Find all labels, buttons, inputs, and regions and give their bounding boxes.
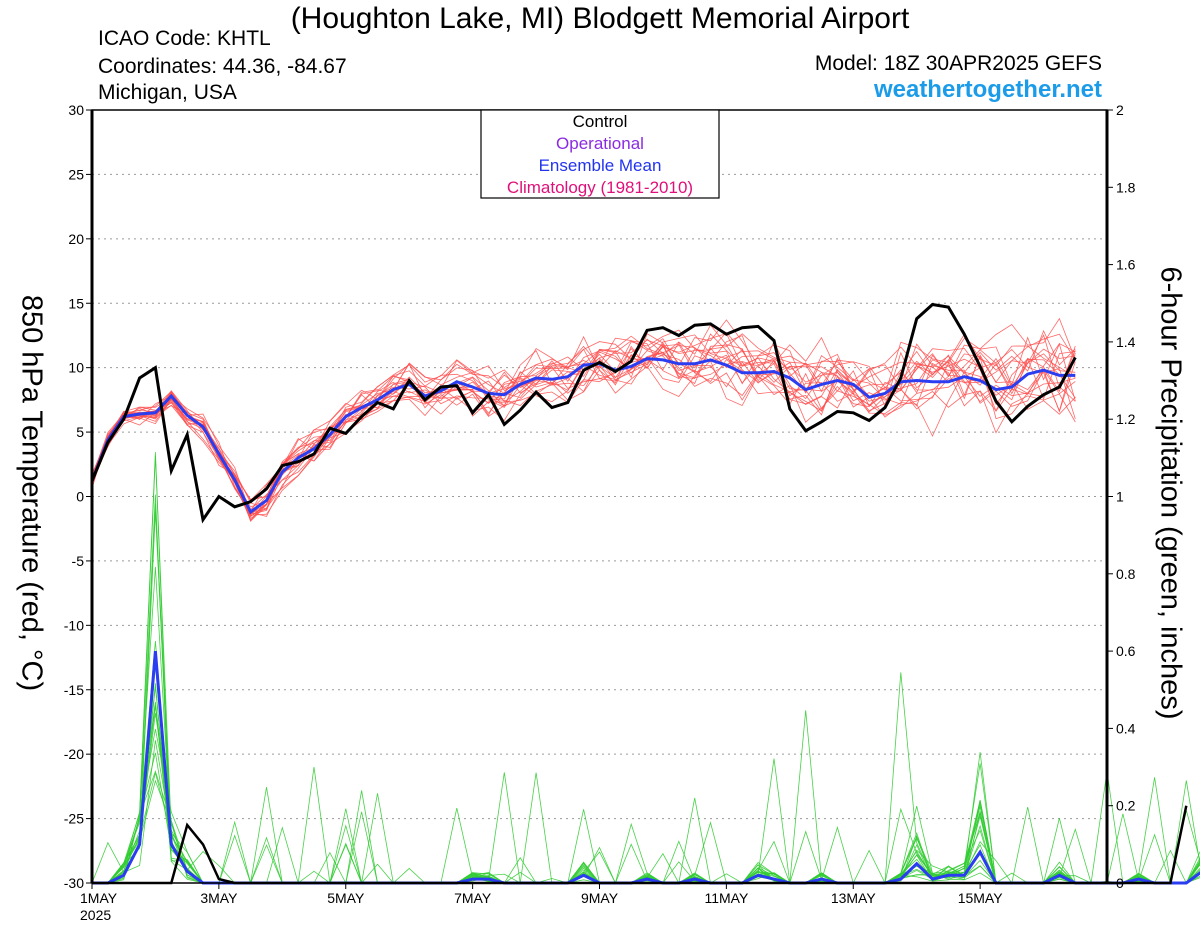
ticks: 302520151050-5-10-15-20-25-3021.81.61.41… (64, 102, 1136, 923)
precipitation-member-line (92, 705, 1200, 885)
precipitation-member-line (92, 772, 1200, 884)
left-tick-label: -5 (72, 553, 85, 569)
left-tick-label: -30 (64, 875, 84, 891)
legend: Control Operational Ensemble Mean Climatolo… (480, 109, 720, 199)
left-tick-label: 20 (68, 231, 84, 247)
right-tick-label: 0.2 (1116, 798, 1136, 814)
left-tick-label: 15 (68, 295, 84, 311)
legend-entry: Ensemble Mean (539, 156, 662, 175)
legend-entry: Control (573, 112, 628, 131)
chart-title: (Houghton Lake, MI) Blodgett Memorial Ai… (290, 2, 910, 35)
x-tick-label: 3MAY (200, 890, 238, 906)
precipitation-member-line (92, 701, 1200, 884)
x-tick-label: 1MAY (80, 890, 118, 906)
control-precipitation-line (92, 805, 1188, 885)
legend-box (480, 109, 720, 199)
precipitation-member-line (92, 752, 1200, 884)
precipitation-member-line (92, 640, 1200, 884)
x-tick-label: 7MAY (454, 890, 492, 906)
precipitation-member-line (92, 511, 1200, 884)
legend-entry: Climatology (1981-2010) (507, 178, 693, 197)
icao-code: ICAO Code: KHTL (98, 27, 271, 50)
right-tick-label: 1.2 (1116, 411, 1136, 427)
left-tick-label: -20 (64, 746, 84, 762)
model-run: Model: 18Z 30APR2025 GEFS (814, 52, 1102, 75)
x-tick-label: 13MAY (831, 890, 877, 906)
x-tick-label: 9MAY (581, 890, 619, 906)
main-series (90, 302, 1200, 885)
temperature-member-line (91, 334, 1076, 523)
right-tick-label: 0.8 (1116, 566, 1136, 582)
left-tick-label: 10 (68, 360, 84, 376)
control-temperature-line (90, 302, 1077, 524)
coordinates: Coordinates: 44.36, -84.67 (98, 55, 347, 78)
precipitation-member-line (92, 770, 1200, 884)
right-tick-label: 0.6 (1116, 643, 1136, 659)
temperature-member-line (91, 333, 1076, 515)
right-tick-label: 1.6 (1116, 257, 1136, 273)
precipitation-member-line (92, 494, 1200, 884)
precipitation-member-line (92, 686, 1200, 884)
temperature-member-line (91, 333, 1076, 513)
precipitation-member-line (92, 729, 1200, 884)
brand-link[interactable]: weathertogether.net (873, 76, 1102, 103)
right-tick-label: 2 (1116, 102, 1124, 118)
legend-entry: Operational (556, 134, 644, 153)
right-tick-label: 1.8 (1116, 179, 1136, 195)
precipitation-member-line (92, 779, 1200, 884)
left-tick-label: 0 (76, 489, 84, 505)
x-tick-label: 11MAY (704, 890, 748, 906)
left-tick-label: 30 (68, 102, 84, 118)
left-tick-label: 25 (68, 166, 84, 182)
ensemble-mean-temperature-line (90, 357, 1076, 515)
right-tick-label: 1.4 (1116, 334, 1136, 350)
left-tick-label: -15 (64, 682, 84, 698)
temperature-member-line (91, 343, 1076, 515)
ensemble-mean-precipitation-line (92, 650, 1200, 885)
region: Michigan, USA (98, 81, 237, 104)
left-tick-label: -25 (64, 811, 84, 827)
right-tick-label: 1 (1116, 489, 1124, 505)
left-tick-label: -10 (64, 617, 84, 633)
x-tick-label: 15MAY (958, 890, 1004, 906)
x-tick-label: 5MAY (327, 890, 365, 906)
precipitation-member-line (91, 664, 1200, 884)
left-tick-label: 5 (76, 424, 84, 440)
x-tick-sublabel: 2025 (80, 907, 111, 923)
precipitation-member-line (92, 683, 1200, 884)
precipitation-member-line (92, 713, 1200, 884)
precipitation-member-line (92, 704, 1200, 884)
temperature-member-line (91, 354, 1076, 511)
right-tick-label: 0.4 (1116, 720, 1136, 736)
right-tick-label: 0 (1116, 875, 1124, 891)
